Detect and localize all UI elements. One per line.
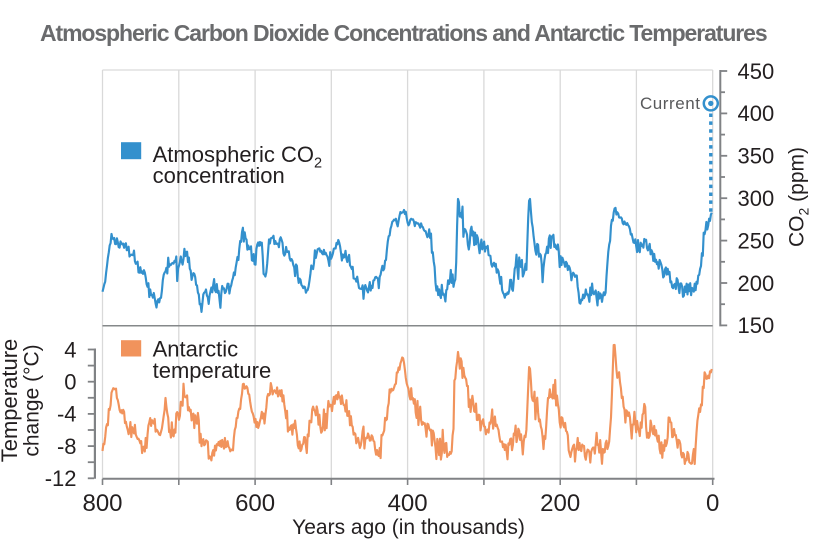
svg-text:800: 800	[82, 490, 122, 517]
svg-text:400: 400	[388, 490, 428, 517]
svg-text:250: 250	[738, 228, 775, 253]
svg-text:Temperature: Temperature	[0, 339, 22, 463]
svg-text:450: 450	[738, 59, 775, 84]
svg-text:CO2 (ppm): CO2 (ppm)	[786, 147, 812, 247]
svg-text:Current: Current	[640, 94, 701, 113]
svg-text:200: 200	[540, 490, 580, 517]
svg-text:-12: -12	[45, 466, 77, 491]
svg-text:4: 4	[64, 337, 76, 362]
svg-text:-4: -4	[57, 402, 77, 427]
svg-text:temperature: temperature	[153, 358, 272, 383]
svg-text:350: 350	[738, 144, 775, 169]
svg-text:Years ago (in thousands): Years ago (in thousands)	[292, 516, 525, 539]
svg-text:Antarctic: Antarctic	[153, 337, 239, 362]
svg-text:Atmospheric CO2: Atmospheric CO2	[153, 142, 322, 172]
svg-text:600: 600	[235, 490, 275, 517]
svg-text:-8: -8	[57, 434, 77, 459]
svg-text:concentration: concentration	[153, 163, 285, 188]
svg-text:0: 0	[706, 490, 719, 517]
svg-text:change (°C): change (°C)	[20, 344, 43, 456]
svg-text:400: 400	[738, 101, 775, 126]
svg-text:200: 200	[738, 271, 775, 296]
svg-text:0: 0	[64, 370, 76, 395]
svg-text:300: 300	[738, 186, 775, 211]
svg-text:Atmospheric Carbon Dioxide Con: Atmospheric Carbon Dioxide Concentration…	[40, 20, 767, 46]
svg-text:150: 150	[738, 313, 775, 338]
